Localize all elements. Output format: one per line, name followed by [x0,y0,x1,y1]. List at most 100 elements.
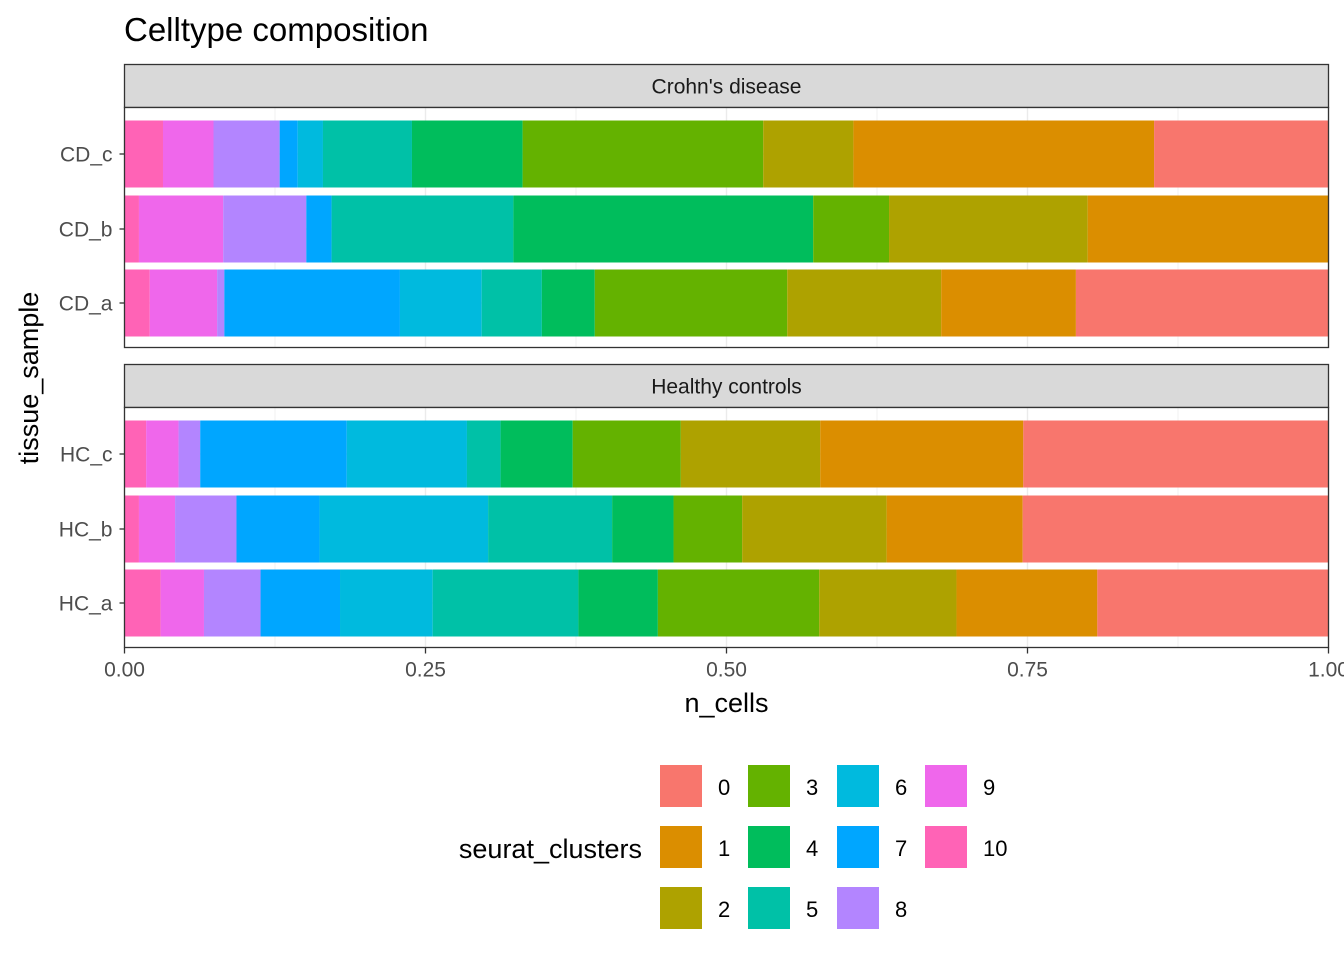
bar-segment-HC_b-cluster-7 [236,495,320,563]
facet-strip-label: Healthy controls [651,376,802,399]
y-tick-label: HC_a [59,593,113,616]
bar-segment-HC_b-cluster-8 [175,495,237,563]
chart-title: Celltype composition [124,11,428,48]
bar-segment-HC_b-cluster-3 [673,495,743,563]
bar-segment-HC_b-cluster-0 [1022,495,1329,563]
legend-label: 6 [895,775,907,800]
legend-key [837,765,879,807]
bar-segment-CD_a-cluster-10 [124,269,150,337]
bar-segment-CD_a-cluster-5 [481,269,542,337]
legend-key [748,826,790,868]
legend-entry-cluster-6: 6 [837,765,907,807]
bar-segment-CD_b-cluster-9 [138,195,224,263]
legend-label: 7 [895,836,907,861]
bar-segment-HC_c-cluster-10 [124,420,147,488]
bar-segment-CD_b-cluster-10 [124,195,139,263]
legend-entry-cluster-10: 10 [925,826,1007,868]
bar-segment-CD_c-cluster-4 [411,120,523,188]
legend-key [925,765,967,807]
bar-segment-HC_c-cluster-1 [820,420,1024,488]
facet-strip [123,363,1330,409]
bar-segment-CD_a-cluster-3 [594,269,788,337]
y-tick-label: CD_a [59,293,113,316]
legend-label: 3 [806,775,818,800]
bar-segment-CD_a-cluster-1 [941,269,1076,337]
stacked-bar-CD_c [124,120,1329,188]
y-tick-label: HC_c [60,444,113,467]
bar-segment-CD_c-cluster-6 [297,120,323,188]
bar-segment-HC_b-cluster-4 [612,495,674,563]
legend-key [660,887,702,929]
stacked-bar-CD_a [124,269,1329,337]
facet-panels: Crohn's disease CD_c CD_b CD_a Healthy contr… [59,63,1330,649]
x-tick-label: 0.50 [706,659,747,682]
stacked-bar-HC_c [124,420,1329,488]
y-axis-title: tissue_sample [14,292,44,465]
bar-segment-HC_b-cluster-9 [138,495,176,563]
bar-segment-HC_a-cluster-0 [1097,569,1329,637]
legend-title: seurat_clusters [459,834,642,864]
bar-segment-CD_b-cluster-4 [513,195,814,263]
legend-key [748,887,790,929]
bar-segment-CD_a-cluster-4 [541,269,595,337]
facet-panel: Crohn's disease CD_c CD_b CD_a [59,63,1330,349]
bar-segment-HC_b-cluster-6 [319,495,489,563]
bar-segment-CD_c-cluster-0 [1154,120,1329,188]
legend-entry-cluster-0: 0 [660,765,730,807]
legend-label: 4 [806,836,818,861]
bar-segment-HC_a-cluster-10 [124,569,161,637]
legend-entry-cluster-7: 7 [837,826,907,868]
x-tick-label: 1.00 [1308,659,1344,682]
legend-key [748,765,790,807]
panel-border [123,106,1330,349]
bar-segment-HC_b-cluster-10 [124,495,139,563]
x-tick-label: 0.00 [104,659,145,682]
legend-entry-cluster-9: 9 [925,765,995,807]
legend-label: 1 [718,836,730,861]
bar-segment-CD_b-cluster-3 [813,195,890,263]
bar-segment-CD_a-cluster-2 [787,269,942,337]
bar-segment-CD_b-cluster-7 [306,195,332,263]
bar-segment-HC_b-cluster-5 [488,495,613,563]
bar-segment-HC_a-cluster-4 [578,569,658,637]
bar-segment-CD_c-cluster-8 [213,120,280,188]
legend: seurat_clusters 0 1 2 3 4 5 6 7 8 9 10 [459,765,1007,929]
stacked-bar-HC_a [124,569,1329,637]
legend-entry-cluster-5: 5 [748,887,818,929]
bar-segment-HC_c-cluster-8 [178,420,201,488]
bar-segment-CD_c-cluster-3 [522,120,764,188]
x-axis-title: n_cells [684,688,768,718]
bar-segment-HC_a-cluster-5 [432,569,579,637]
bar-segment-HC_a-cluster-9 [160,569,204,637]
legend-key [925,826,967,868]
bar-segment-CD_a-cluster-9 [149,269,218,337]
legend-label: 10 [983,836,1007,861]
bar-segment-HC_a-cluster-8 [203,569,261,637]
legend-entry-cluster-2: 2 [660,887,730,929]
bar-segment-HC_a-cluster-2 [819,569,957,637]
bar-segment-CD_a-cluster-6 [399,269,482,337]
bar-segment-CD_b-cluster-2 [889,195,1088,263]
legend-entry-cluster-3: 3 [748,765,818,807]
x-tick-label: 0.25 [405,659,446,682]
bar-segment-HC_c-cluster-9 [146,420,179,488]
legend-key [837,887,879,929]
y-tick-label: CD_c [60,144,113,167]
y-tick-label: CD_b [59,219,113,242]
bar-segment-HC_a-cluster-3 [657,569,820,637]
bar-segment-HC_c-cluster-6 [346,420,467,488]
legend-label: 0 [718,775,730,800]
legend-label: 2 [718,897,730,922]
bar-segment-CD_b-cluster-5 [331,195,514,263]
bar-segment-HC_b-cluster-2 [742,495,887,563]
bar-segment-HC_c-cluster-2 [680,420,821,488]
legend-key [660,765,702,807]
bar-segment-CD_c-cluster-2 [763,120,854,188]
legend-entry-cluster-1: 1 [660,826,730,868]
bar-segment-CD_c-cluster-10 [124,120,163,188]
legend-key [660,826,702,868]
bar-segment-CD_c-cluster-5 [322,120,412,188]
bar-segment-HC_a-cluster-7 [260,569,341,637]
bar-segment-HC_c-cluster-0 [1023,420,1329,488]
